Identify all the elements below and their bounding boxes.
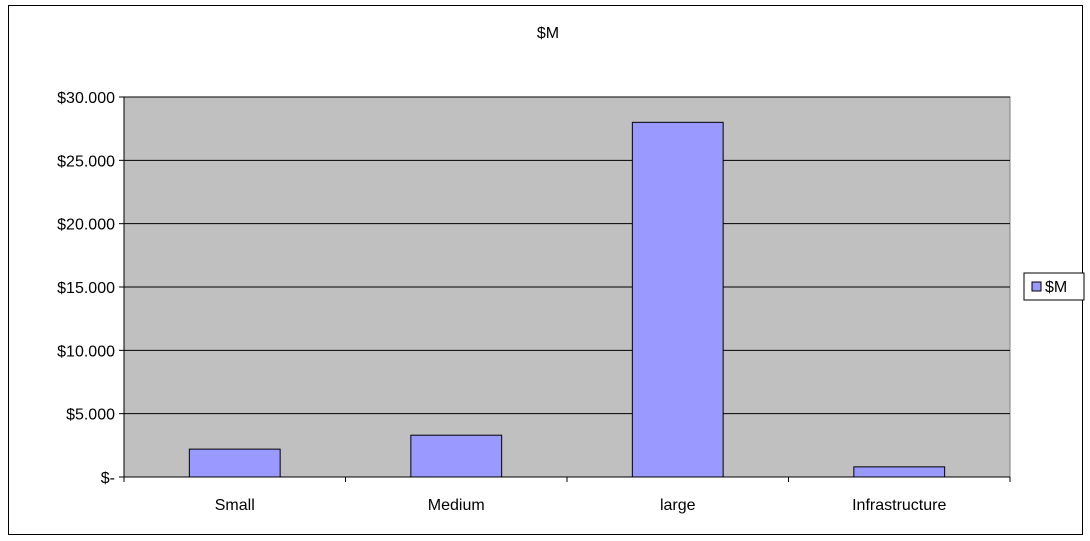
- y-tick-label: $-: [101, 470, 115, 487]
- legend-swatch: [1031, 281, 1042, 292]
- y-tick-label: $5.000: [66, 407, 115, 424]
- chart-title: $M: [537, 25, 559, 42]
- y-axis: $- $5.000 $10.000 $15.000 $20.000 $25.000 $30.…: [57, 90, 125, 487]
- y-tick-label: $25.000: [57, 153, 115, 170]
- legend: $M: [1023, 272, 1085, 301]
- bar-large: [631, 121, 724, 478]
- y-tick-label: $20.000: [57, 217, 115, 234]
- x-tick-label: Medium: [428, 497, 485, 514]
- x-axis: Small Medium large Infrastructure: [123, 476, 1011, 514]
- x-tick-label: Small: [215, 497, 255, 514]
- bars: [188, 121, 946, 478]
- x-tick-label: large: [660, 497, 696, 514]
- y-tick-label: $10.000: [57, 343, 115, 360]
- legend-label: $M: [1045, 279, 1067, 296]
- bar-medium: [410, 434, 503, 478]
- bar-infrastructure: [853, 466, 946, 478]
- gridlines: [124, 96, 1010, 415]
- y-tick-label: $30.000: [57, 90, 115, 107]
- bar-small: [188, 448, 281, 478]
- y-tick-label: $15.000: [57, 280, 115, 297]
- x-tick-label: Infrastructure: [852, 497, 946, 514]
